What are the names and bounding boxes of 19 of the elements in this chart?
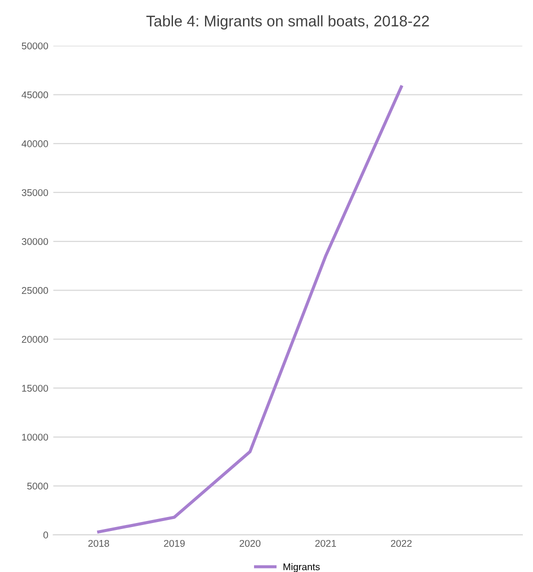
y-tick-label: 35000 xyxy=(22,189,48,196)
y-tick-label: 25000 xyxy=(22,287,48,294)
y-tick-label: 45000 xyxy=(22,91,48,98)
x-tick-label: 2019 xyxy=(164,540,185,547)
y-tick-label: 15000 xyxy=(22,384,48,392)
y-tick-label: 0 xyxy=(43,532,48,538)
x-tick-label: 2021 xyxy=(315,540,336,547)
legend-label: Migrants xyxy=(284,563,320,572)
x-tick-label: 2020 xyxy=(240,540,260,547)
y-tick-label: 10000 xyxy=(22,434,48,441)
line-series xyxy=(97,85,403,534)
y-tick-label: 40000 xyxy=(22,140,48,148)
y-tick-label: 20000 xyxy=(22,336,48,343)
y-tick-label: 50000 xyxy=(22,42,48,50)
y-tick-label: 30000 xyxy=(22,238,48,246)
chart-title: Table 4: Migrants on small boats, 2018-22 xyxy=(146,15,429,30)
x-tick-label: 2022 xyxy=(390,540,412,547)
x-tick-label: 2018 xyxy=(88,540,110,547)
y-tick-label: 5000 xyxy=(27,482,48,490)
